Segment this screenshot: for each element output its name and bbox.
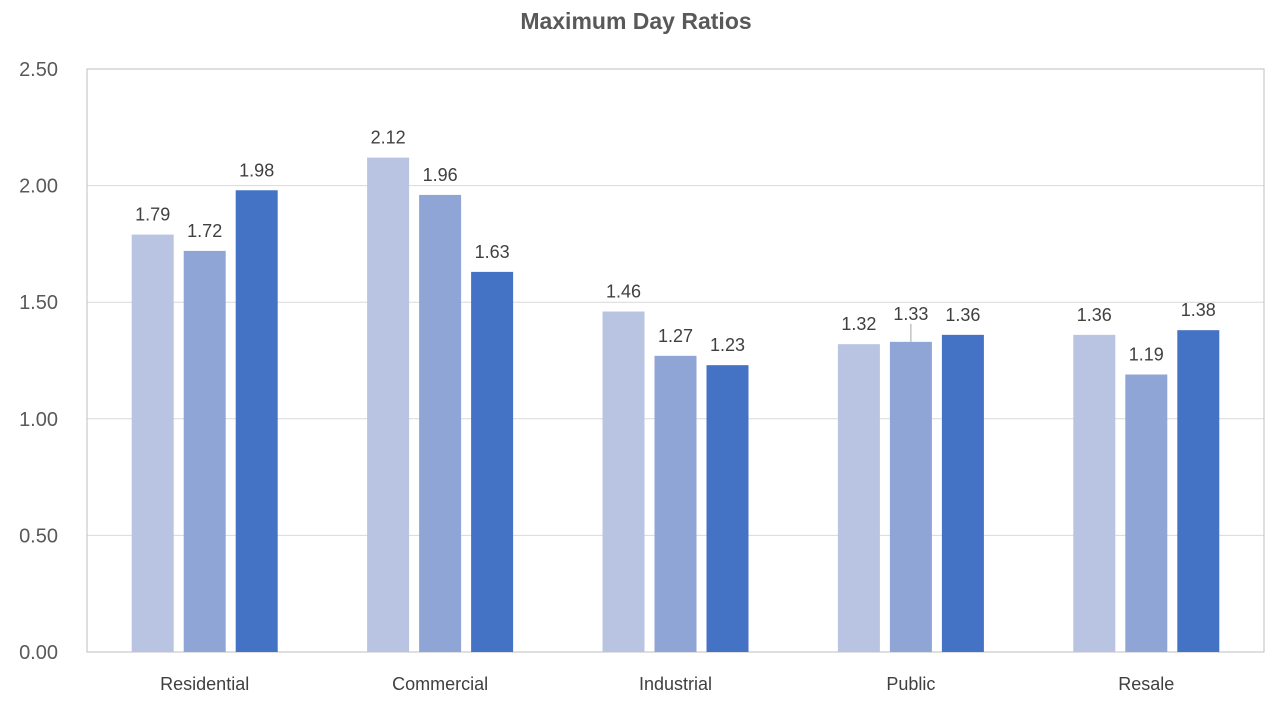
bar [706,365,749,652]
bar [471,271,514,652]
bar [419,194,462,653]
x-tick-label: Industrial [639,674,712,694]
data-label: 2.12 [371,128,406,148]
data-label: 1.27 [658,326,693,346]
bar [183,250,226,652]
data-label: 1.19 [1129,344,1164,364]
data-label: 1.23 [710,335,745,355]
x-tick-label: Residential [160,674,249,694]
data-label: 1.46 [606,282,641,302]
x-tick-label: Resale [1118,674,1174,694]
data-label: 1.36 [945,305,980,325]
data-label: 1.38 [1181,300,1216,320]
y-tick-label: 1.00 [19,409,58,431]
bar [367,157,410,652]
bar [941,334,984,652]
bar [1177,330,1220,652]
data-label: 1.36 [1077,305,1112,325]
data-label: 1.63 [475,242,510,262]
bar [889,341,932,652]
y-tick-label: 0.00 [19,642,58,664]
bar [1073,334,1116,652]
chart-title: Maximum Day Ratios [520,8,752,34]
data-label: 1.96 [423,165,458,185]
y-tick-label: 0.50 [19,525,58,547]
bar [654,355,697,652]
data-label: 1.98 [239,160,274,180]
data-label: 1.33 [893,304,928,324]
bar [837,344,880,652]
bar [131,234,174,652]
x-tick-label: Public [886,674,935,694]
x-tick-label: Commercial [392,674,488,694]
data-label: 1.32 [841,314,876,334]
y-tick-label: 1.50 [19,292,58,314]
bar [235,190,278,653]
y-tick-label: 2.00 [19,176,58,198]
data-label: 1.72 [187,221,222,241]
bar [1125,374,1168,652]
y-tick-label: 2.50 [19,59,58,81]
bar [602,311,645,652]
data-label: 1.79 [135,205,170,225]
